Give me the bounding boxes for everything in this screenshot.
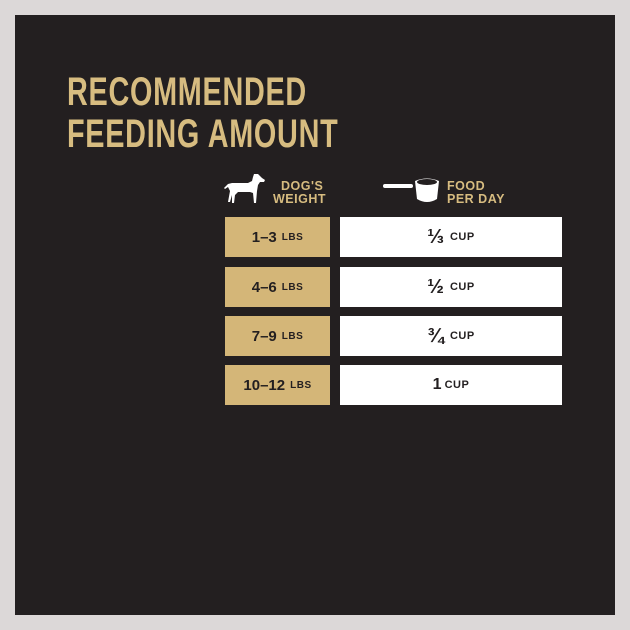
food-header-line-1: FOOD xyxy=(447,179,486,193)
weight-value: 1–3 xyxy=(251,228,277,246)
measuring-cup-icon xyxy=(383,178,439,202)
amount-unit: CUP xyxy=(449,231,475,243)
weight-cell: 7–9 LBS xyxy=(225,316,330,356)
amount-cell: 1 CUP xyxy=(340,365,562,405)
amount-unit: CUP xyxy=(444,379,470,391)
weight-unit: LBS xyxy=(290,379,312,391)
title-line-2: FEEDING AMOUNT xyxy=(67,112,339,156)
amount-value: ½ xyxy=(427,275,444,298)
weight-header-line-2: WEIGHT xyxy=(273,192,326,206)
weight-cell: 10–12 LBS xyxy=(225,365,330,405)
weight-header: DOG'S WEIGHT xyxy=(273,180,326,206)
weight-value: 10–12 xyxy=(243,376,286,394)
weight-cell: 1–3 LBS xyxy=(225,217,330,257)
weight-value: 4–6 xyxy=(251,278,277,296)
amount-cell: ½ CUP xyxy=(340,267,562,307)
amount-cell: ⅓ CUP xyxy=(340,217,562,257)
weight-unit: LBS xyxy=(281,231,304,243)
weight-value: 7–9 xyxy=(251,327,277,345)
amount-value: ⅓ xyxy=(427,225,444,248)
feeding-panel: RECOMMENDED FEEDING AMOUNT DOG'S WEIGHT … xyxy=(15,15,615,615)
amount-value: ¾ xyxy=(427,324,444,347)
weight-cell: 4–6 LBS xyxy=(225,267,330,307)
title-line-1: RECOMMENDED xyxy=(67,70,307,114)
food-header-line-2: PER DAY xyxy=(447,192,505,206)
weight-header-line-1: DOG'S xyxy=(281,179,324,193)
weight-unit: LBS xyxy=(281,281,304,293)
amount-unit: CUP xyxy=(449,330,475,342)
weight-unit: LBS xyxy=(281,330,304,342)
amount-unit: CUP xyxy=(449,281,475,293)
amount-cell: ¾ CUP xyxy=(340,316,562,356)
food-header: FOOD PER DAY xyxy=(447,180,505,206)
amount-value: 1 xyxy=(432,376,442,393)
page-title: RECOMMENDED FEEDING AMOUNT xyxy=(67,71,338,155)
dog-icon xyxy=(224,174,265,203)
